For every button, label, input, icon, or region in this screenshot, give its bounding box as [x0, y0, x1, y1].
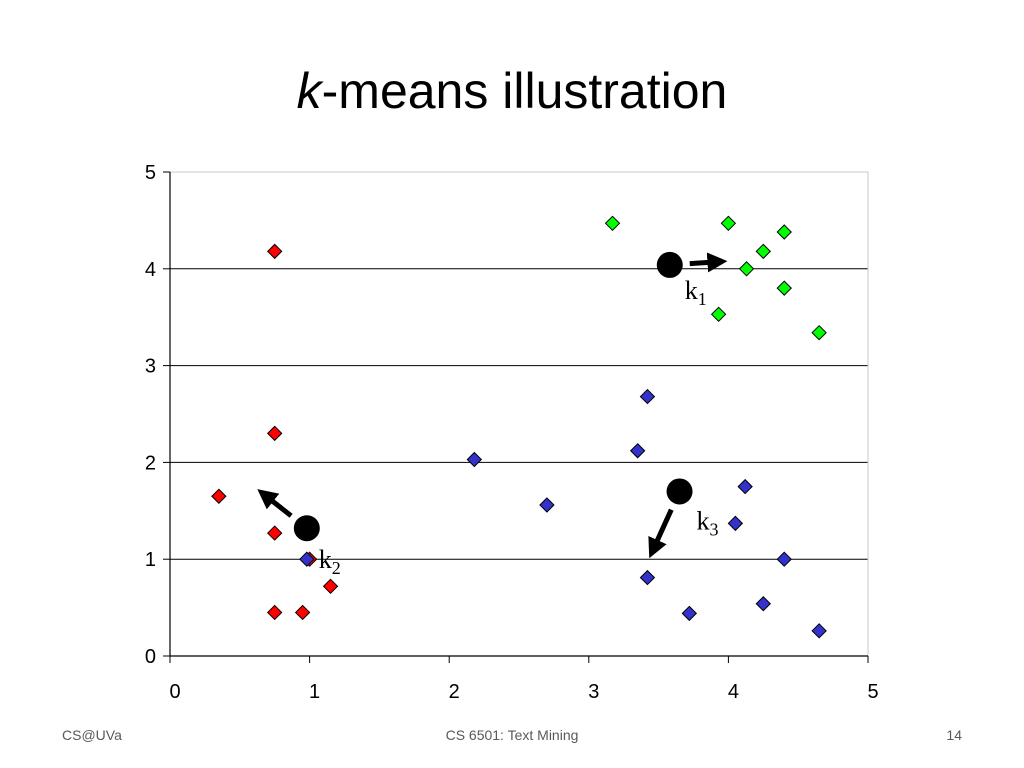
footer-institution: CS@UVa: [62, 727, 122, 743]
axes: [163, 171, 869, 663]
slide-title: k-means illustration: [0, 62, 1024, 120]
y-tick-label-3: 3: [145, 356, 156, 378]
point-series1-5: [266, 604, 283, 621]
point-series2-1: [299, 551, 315, 567]
x-tick-label-2: 2: [449, 681, 460, 703]
point-series1-8: [322, 578, 339, 595]
title-italic-k: k: [296, 63, 322, 119]
point-series1-2: [266, 243, 283, 260]
point-series3-5: [755, 243, 772, 260]
point-series1-3: [266, 425, 283, 442]
centroids: k1 k2 k3: [257, 251, 728, 578]
point-series3-6: [776, 224, 792, 240]
point-series1-6: [294, 604, 311, 621]
point-series2-4: [629, 443, 646, 459]
centroid-arrow-3: [648, 508, 674, 559]
centroid-label-2: k2: [319, 545, 341, 578]
point-series3-4: [738, 261, 755, 277]
tick-labels: 0 1 2 3 4 5 0 1 2 3 4 5: [145, 162, 879, 703]
y-tick-label-5: 5: [145, 162, 156, 184]
page-number: 14: [946, 727, 962, 743]
point-series1-4: [266, 525, 283, 541]
point-series3-7: [776, 280, 792, 296]
x-tick-label-1: 1: [309, 681, 320, 703]
y-tick-label-2: 2: [145, 452, 156, 474]
point-series2-3: [539, 497, 555, 513]
point-series2-10: [755, 596, 772, 612]
data-points: [211, 215, 827, 639]
centroid-arrow-1: [689, 252, 728, 273]
y-tick-label-4: 4: [145, 259, 156, 281]
centroid-2: [293, 515, 320, 542]
footer-course: CS 6501: Text Mining: [445, 727, 579, 743]
x-tick-label-0: 0: [169, 681, 180, 703]
point-series2-6: [639, 569, 656, 586]
x-tick-label-4: 4: [728, 681, 739, 703]
point-series2-12: [811, 623, 827, 639]
x-tick-label-3: 3: [588, 681, 599, 703]
point-series3-2: [710, 306, 727, 323]
point-series2-2: [466, 451, 483, 468]
y-tick-label-0: 0: [145, 646, 156, 668]
centroid-label-1: k1: [685, 276, 707, 309]
title-rest: -means illustration: [321, 63, 728, 119]
centroid-arrow-2: [257, 489, 293, 518]
kmeans-scatter-chart: 0 1 2 3 4 5 0 1 2 3 4 5 k1 k2 k3: [145, 162, 879, 703]
y-tick-label-1: 1: [145, 549, 156, 571]
x-tick-label-5: 5: [867, 681, 878, 703]
point-series1-1: [211, 488, 227, 504]
centroid-label-3: k3: [697, 506, 719, 539]
point-series2-5: [639, 388, 656, 405]
point-series2-9: [737, 478, 753, 495]
point-series3-1: [604, 215, 621, 232]
point-series2-11: [776, 551, 792, 567]
point-series2-8: [727, 515, 744, 532]
point-series3-8: [811, 324, 827, 341]
point-series2-7: [681, 605, 698, 622]
centroid-1: [656, 251, 683, 278]
centroid-3: [666, 478, 693, 505]
point-series3-3: [720, 215, 737, 232]
